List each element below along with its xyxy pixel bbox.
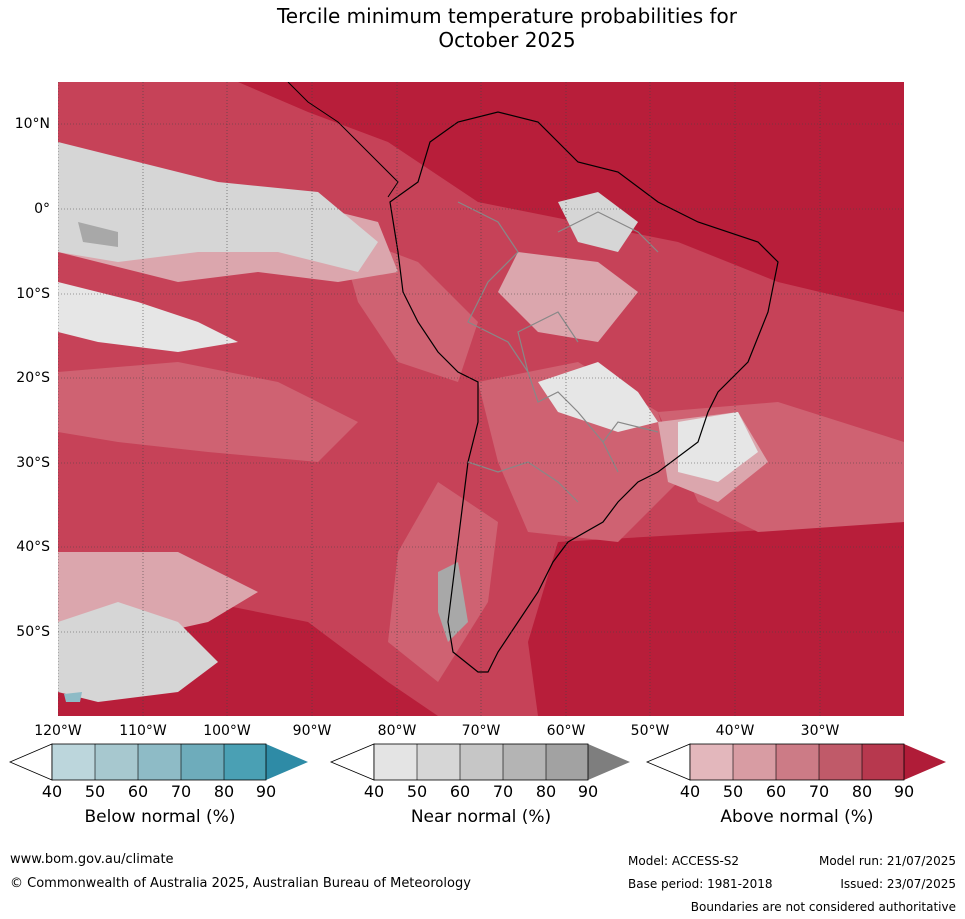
footer-model-run: Model run: 21/07/2025 xyxy=(818,854,956,868)
below-normal-patch xyxy=(64,692,82,702)
east-pacific-near-normal xyxy=(58,282,238,352)
east-pacific-mid-zone xyxy=(58,362,358,462)
colorbar-above-seg-2 xyxy=(733,744,776,780)
colorbar-below-tick-80: 80 xyxy=(213,782,235,801)
colorbar-near-tick-50: 50 xyxy=(406,782,428,801)
south-atlantic-near-normal xyxy=(678,412,758,482)
lat-label-50s: 50°S xyxy=(16,624,50,640)
colorbar-near-tick-60: 60 xyxy=(449,782,471,801)
lat-label-10s: 10°S xyxy=(16,286,50,302)
equatorial-pacific-near-normal xyxy=(58,142,378,272)
colorbar-below-tick-50: 50 xyxy=(84,782,106,801)
lon-label-40w: 40°W xyxy=(715,723,755,739)
lon-label-70w: 70°W xyxy=(461,723,501,739)
colorbar-below-tick-40: 40 xyxy=(41,782,63,801)
southwest-pacific-near-normal xyxy=(58,602,218,702)
lat-label-10n: 10°N xyxy=(14,116,50,132)
lat-label-0: 0° xyxy=(34,201,50,217)
graticule xyxy=(58,82,904,716)
map-canvas xyxy=(58,82,904,716)
colorbar-below-normal xyxy=(8,743,308,781)
colorbar-near-seg-1 xyxy=(374,744,417,780)
colorbar-above-tick-50: 50 xyxy=(722,782,744,801)
map-title-line2: October 2025 xyxy=(438,28,576,52)
colorbar-below-seg-2 xyxy=(95,744,138,780)
lon-label-60w: 60°W xyxy=(546,723,586,739)
south-atlantic-high-probability-zone xyxy=(528,522,904,716)
colorbar-below-tick-90: 90 xyxy=(255,782,277,801)
colorbar-near-label: Near normal (%) xyxy=(410,807,552,827)
colorbar-above-seg-3 xyxy=(776,744,819,780)
central-america-coastline xyxy=(287,82,399,198)
south-america-coastline xyxy=(389,111,779,673)
lon-label-100w: 100°W xyxy=(203,723,251,739)
lat-label-20s: 20°S xyxy=(16,370,50,386)
footer-disclaimer: Boundaries are not considered authoritat… xyxy=(690,900,956,914)
colorbar-below-seg-4 xyxy=(181,744,224,780)
colorbar-above-tick-40: 40 xyxy=(679,782,701,801)
lat-label-40s: 40°S xyxy=(16,539,50,555)
lon-label-90w: 90°W xyxy=(292,723,332,739)
colorbar-below-tick-70: 70 xyxy=(170,782,192,801)
colorbar-below-seg-3 xyxy=(138,744,181,780)
footer-copyright: © Commonwealth of Australia 2025, Austra… xyxy=(10,876,471,891)
colorbar-below-seg-1 xyxy=(52,744,95,780)
colorbar-below-label: Below normal (%) xyxy=(84,807,236,827)
colorbar-near-tick-40: 40 xyxy=(363,782,385,801)
footer-base-period: Base period: 1981-2018 xyxy=(628,877,773,891)
colorbar-near-seg-4 xyxy=(503,744,546,780)
colorbar-near-normal xyxy=(329,743,630,781)
colorbar-above-seg-4 xyxy=(819,744,862,780)
colorbar-above-tick-60: 60 xyxy=(765,782,787,801)
northern-high-probability-zone xyxy=(238,82,904,312)
colorbar-above-tick-80: 80 xyxy=(851,782,873,801)
colorbar-above-seg-5 xyxy=(862,744,904,780)
colorbar-near-max-arrow xyxy=(588,744,630,780)
footer-website: www.bom.gov.au/climate xyxy=(10,852,174,867)
map-title-line1: Tercile minimum temperature probabilitie… xyxy=(276,4,738,28)
colorbar-near-tick-80: 80 xyxy=(535,782,557,801)
guiana-near-normal xyxy=(558,192,638,252)
colorbar-above-tick-90: 90 xyxy=(893,782,915,801)
patagonia-near-normal-dark xyxy=(438,562,468,642)
near-normal-dark-patch xyxy=(78,222,118,247)
colorbar-below-tick-60: 60 xyxy=(127,782,149,801)
colorbar-near-seg-3 xyxy=(460,744,503,780)
colorbar-below-min-arrow xyxy=(8,743,53,781)
lon-label-50w: 50°W xyxy=(630,723,670,739)
lon-label-30w: 30°W xyxy=(800,723,840,739)
colorbar-near-min-arrow xyxy=(329,743,375,781)
colorbar-above-tick-70: 70 xyxy=(808,782,830,801)
colorbar-above-normal xyxy=(645,743,946,781)
colorbar-above-label: Above normal (%) xyxy=(720,807,874,827)
lon-label-80w: 80°W xyxy=(377,723,417,739)
footer-model: Model: ACCESS-S2 xyxy=(628,854,740,868)
colorbar-above-max-arrow xyxy=(904,744,946,780)
footer-issued: Issued: 23/07/2025 xyxy=(840,877,956,891)
colorbar-group xyxy=(8,743,946,781)
colorbar-near-tick-90: 90 xyxy=(577,782,599,801)
map-title: Tercile minimum temperature probabilitie… xyxy=(0,4,965,52)
colorbar-below-seg-5 xyxy=(224,744,266,780)
country-borders xyxy=(457,201,659,503)
colorbar-near-tick-70: 70 xyxy=(492,782,514,801)
probability-map xyxy=(58,82,904,716)
lon-label-110w: 110°W xyxy=(119,723,167,739)
colorbar-near-seg-2 xyxy=(417,744,460,780)
colorbar-near-seg-5 xyxy=(546,744,588,780)
colorbar-above-min-arrow xyxy=(645,743,691,781)
lon-label-120w: 120°W xyxy=(34,723,82,739)
colorbar-below-max-arrow xyxy=(266,744,308,780)
amazon-light-zone xyxy=(498,252,638,342)
lat-label-30s: 30°S xyxy=(16,455,50,471)
central-brazil-near-normal xyxy=(538,362,658,432)
colorbar-above-seg-1 xyxy=(690,744,733,780)
